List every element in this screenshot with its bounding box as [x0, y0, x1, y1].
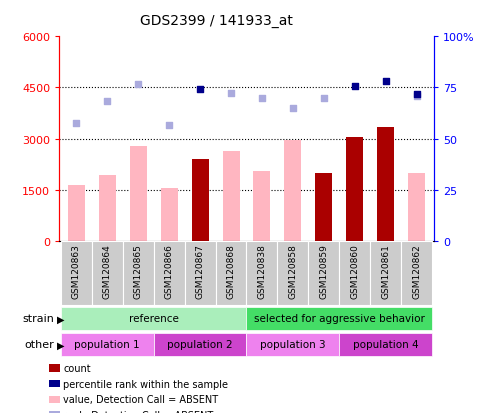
Text: percentile rank within the sample: percentile rank within the sample: [63, 379, 228, 389]
Bar: [246, 307, 432, 330]
Text: GSM120860: GSM120860: [351, 244, 359, 298]
Text: GSM120863: GSM120863: [71, 244, 81, 298]
Bar: [61, 333, 154, 356]
Text: strain: strain: [22, 313, 54, 324]
Text: GSM120862: GSM120862: [412, 244, 422, 298]
Text: ▶: ▶: [57, 313, 64, 324]
Text: GSM120838: GSM120838: [257, 244, 267, 298]
Bar: [222, 151, 240, 242]
Text: population 4: population 4: [353, 339, 419, 350]
FancyBboxPatch shape: [61, 242, 92, 306]
Bar: [339, 333, 432, 356]
FancyBboxPatch shape: [215, 242, 246, 306]
Bar: [377, 128, 394, 242]
Text: rank, Detection Call = ABSENT: rank, Detection Call = ABSENT: [63, 410, 213, 413]
FancyBboxPatch shape: [401, 242, 432, 306]
Bar: [68, 185, 85, 242]
Bar: [284, 141, 301, 242]
Bar: [192, 160, 209, 242]
Text: GSM120858: GSM120858: [288, 244, 297, 298]
FancyBboxPatch shape: [278, 242, 309, 306]
FancyBboxPatch shape: [123, 242, 154, 306]
Bar: [99, 175, 116, 242]
FancyBboxPatch shape: [92, 242, 123, 306]
FancyBboxPatch shape: [309, 242, 339, 306]
Point: [289, 105, 297, 112]
Text: GDS2399 / 141933_at: GDS2399 / 141933_at: [141, 14, 293, 28]
Point: [382, 78, 390, 85]
Point: [103, 99, 111, 105]
Bar: [154, 333, 246, 356]
Point: [320, 95, 328, 102]
Point: [196, 87, 204, 93]
Point: [413, 94, 421, 100]
Point: [258, 95, 266, 102]
Point: [227, 90, 235, 97]
Text: selected for aggressive behavior: selected for aggressive behavior: [254, 313, 425, 324]
FancyBboxPatch shape: [246, 242, 278, 306]
Text: GSM120859: GSM120859: [319, 244, 328, 298]
Point: [134, 81, 142, 88]
Text: GSM120867: GSM120867: [196, 244, 205, 298]
Text: population 3: population 3: [260, 339, 326, 350]
Text: population 1: population 1: [74, 339, 140, 350]
FancyBboxPatch shape: [339, 242, 370, 306]
Bar: [347, 138, 363, 242]
Text: GSM120868: GSM120868: [226, 244, 236, 298]
Text: GSM120865: GSM120865: [134, 244, 142, 298]
Text: other: other: [25, 339, 54, 350]
Text: count: count: [63, 363, 91, 373]
Point: [413, 92, 421, 98]
Point: [165, 122, 173, 129]
Bar: [246, 333, 339, 356]
Bar: [408, 173, 425, 242]
Text: GSM120861: GSM120861: [382, 244, 390, 298]
Point: [351, 83, 359, 90]
Text: ▶: ▶: [57, 339, 64, 350]
Point: [72, 121, 80, 127]
Bar: [61, 307, 246, 330]
Text: reference: reference: [129, 313, 178, 324]
FancyBboxPatch shape: [370, 242, 401, 306]
Text: GSM120866: GSM120866: [165, 244, 174, 298]
Bar: [253, 172, 271, 242]
Text: GSM120864: GSM120864: [103, 244, 111, 298]
Bar: [130, 146, 146, 242]
Text: value, Detection Call = ABSENT: value, Detection Call = ABSENT: [63, 394, 218, 404]
Text: population 2: population 2: [167, 339, 233, 350]
FancyBboxPatch shape: [154, 242, 184, 306]
FancyBboxPatch shape: [184, 242, 215, 306]
Bar: [316, 173, 332, 242]
Bar: [161, 189, 177, 242]
